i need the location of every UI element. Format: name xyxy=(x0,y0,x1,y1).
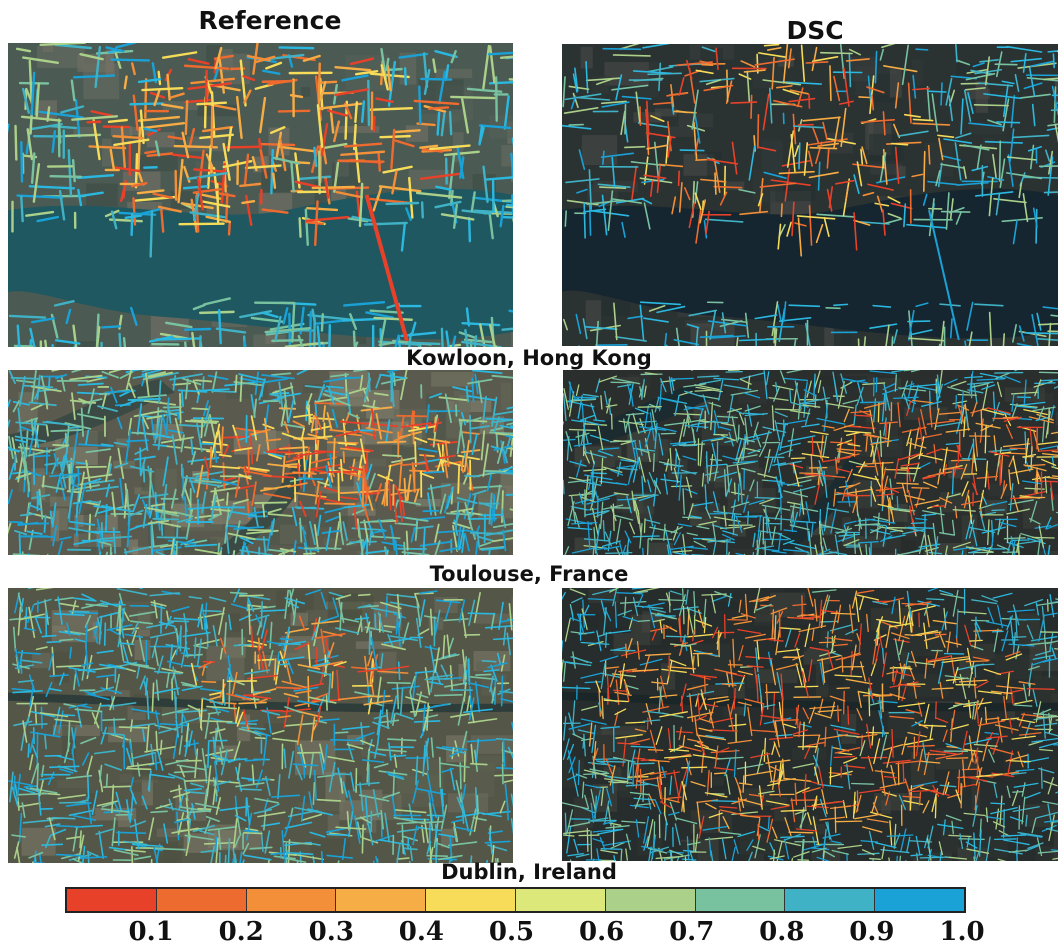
colorbar-tick-label: 0.6 xyxy=(579,917,624,947)
city-label-dublin: Dublin, Ireland xyxy=(0,860,1058,884)
colorbar-segment xyxy=(696,889,786,911)
map-reference-dublin xyxy=(8,588,513,863)
colorbar-segment xyxy=(67,889,157,911)
colorbar-tick-label: 0.1 xyxy=(128,917,173,947)
map-reference-kowloon xyxy=(8,43,513,347)
colorbar-tick-label: 0.4 xyxy=(399,917,444,947)
colorbar-segment xyxy=(336,889,426,911)
city-label-kowloon: Kowloon, Hong Kong xyxy=(0,346,1058,370)
colorbar-segment xyxy=(785,889,875,911)
colorbar xyxy=(65,887,966,913)
colorbar-segment xyxy=(426,889,516,911)
column-header-reference: Reference xyxy=(190,6,350,35)
map-dsc-dublin xyxy=(562,588,1058,861)
map-dsc-kowloon xyxy=(562,44,1058,346)
colorbar-segment xyxy=(157,889,247,911)
colorbar-tick-label: 0.7 xyxy=(669,917,714,947)
column-header-dsc: DSC xyxy=(760,16,870,45)
colorbar-segment xyxy=(606,889,696,911)
city-label-toulouse: Toulouse, France xyxy=(0,562,1058,586)
colorbar-tick-label: 0.5 xyxy=(489,917,534,947)
colorbar-segment xyxy=(247,889,337,911)
colorbar-tick-label: 0.9 xyxy=(849,917,894,947)
map-reference-toulouse xyxy=(8,370,513,555)
colorbar-segment xyxy=(875,889,964,911)
colorbar-tick-label: 1.0 xyxy=(939,917,984,947)
colorbar-tick-label: 0.2 xyxy=(219,917,264,947)
colorbar-tick-label: 0.3 xyxy=(309,917,354,947)
colorbar-tick-label: 0.8 xyxy=(759,917,804,947)
colorbar-segment xyxy=(516,889,606,911)
map-dsc-toulouse xyxy=(563,370,1058,555)
